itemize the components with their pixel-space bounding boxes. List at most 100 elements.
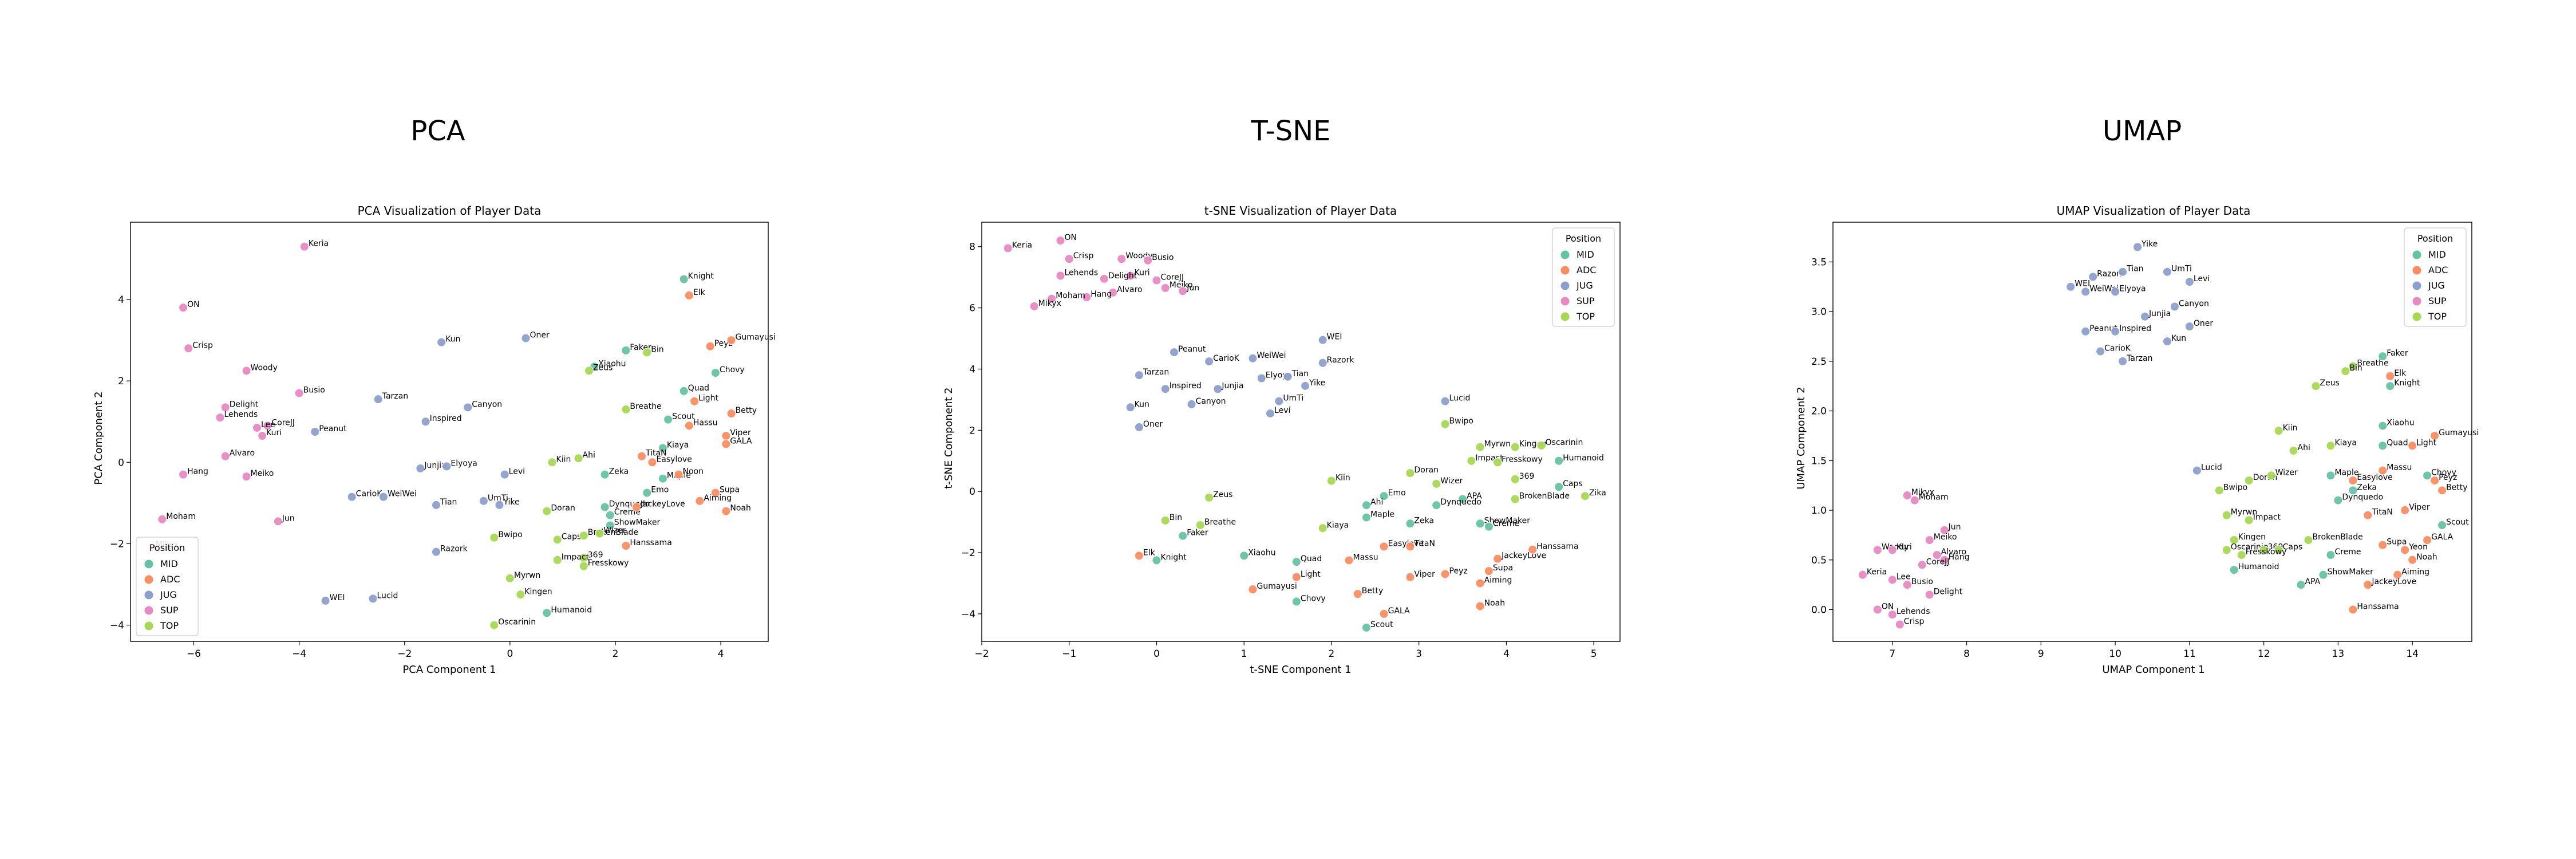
pca-point-jun [273, 517, 283, 526]
tsne-point-brokenblade [1510, 494, 1520, 504]
umap-point-jackeylove [2363, 580, 2373, 590]
umap-point-tarzan [2118, 356, 2128, 366]
pca-point-viper [721, 431, 731, 441]
pca-point-label: Elyoya [451, 459, 477, 468]
pca-point-impact [552, 555, 562, 565]
pca-point-label: Tian [440, 498, 457, 507]
umap-point-on [1872, 605, 1882, 614]
tsne-point-zika [1580, 491, 1590, 501]
umap-point-label: Myrwn [2231, 508, 2257, 517]
pca-legend: Position MID ADC JUG SUP TOP [136, 537, 199, 636]
pca-point-moham [157, 514, 167, 524]
umap-point-faker [2378, 352, 2388, 361]
tsne-point-label: Peanut [1178, 345, 1206, 354]
umap-y-tick-label: 2.0 [1811, 406, 1827, 417]
pca-point-label: Knight [688, 271, 714, 281]
pca-point-label: Betty [736, 406, 757, 415]
umap-point-wei [2066, 282, 2076, 291]
umap-x-tick-label: 9 [2038, 648, 2044, 660]
tsne-point-label: Tian [1291, 369, 1309, 379]
pca-y-tick-label: 2 [118, 376, 124, 387]
tsne-point-quad [1291, 557, 1301, 567]
pca-point-label: Junjia [424, 461, 446, 470]
umap-y-tick-label: 3.5 [1811, 257, 1827, 268]
pca-point-junjia [416, 463, 425, 473]
tsne-point-label: Lucid [1449, 394, 1471, 403]
umap-point-delight [1925, 590, 1934, 600]
tsne-point-emo [1379, 491, 1389, 501]
tsne-point-label: Faker [1187, 529, 1208, 538]
pca-scatter-plot: −6 −4 −2 0 2 4 −4 −2 0 2 4 Keria ON Crisp Woody Busio De… [110, 222, 776, 660]
tsne-point-fresskowy [1493, 458, 1503, 467]
pca-point-label: Busio [303, 385, 325, 395]
tsne-legend-entry-mid: MID [1577, 249, 1594, 260]
tsne-point-label: Ahi [1370, 498, 1383, 507]
umap-point-titan [2363, 510, 2373, 520]
umap-point-light [2408, 441, 2417, 451]
pca-point-easylove [647, 458, 657, 467]
umap-point-label: Dynquedo [2342, 493, 2383, 502]
pca-point-label: Jun [282, 514, 295, 523]
umap-panel: UMAP UMAP Visualization of Player Data U… [1795, 115, 2479, 676]
tsne-legend-marker-sup [1560, 297, 1570, 306]
pca-point-hanssama [621, 541, 631, 550]
pca-point-humanoid [542, 608, 552, 618]
umap-point-label: Mikyx [1911, 488, 1934, 497]
tsne-y-tick-label: 2 [969, 425, 975, 436]
pca-point-label: Elk [693, 288, 706, 297]
umap-point-label: Scout [2446, 518, 2469, 527]
umap-point-label: Zeka [2357, 483, 2377, 492]
umap-point-meiko [1925, 535, 1934, 545]
tsne-point-betty [1353, 589, 1362, 599]
tsne-point-junjia [1213, 384, 1223, 394]
pca-point-corejj [263, 421, 272, 431]
pca-point-hang [179, 470, 188, 479]
tsne-point-zeus [1204, 492, 1214, 502]
tsne-point-label: Inspired [1170, 381, 1202, 391]
tsne-point-wizer [1432, 479, 1441, 488]
tsne-point-apa [1458, 494, 1468, 504]
pca-point-wizer [595, 529, 605, 538]
pca-point-label: Hanssama [630, 538, 671, 547]
tsne-point-label: Kun [1135, 400, 1149, 409]
tsne-point-knight [1152, 555, 1161, 565]
umap-point-kuri [1887, 545, 1897, 555]
tsne-point-label: Zeus [1213, 490, 1232, 499]
umap-point-elk [2385, 371, 2395, 381]
tsne-section-title: T-SNE [1251, 115, 1331, 147]
umap-point-label: Tian [2126, 265, 2143, 274]
pca-panel: PCA PCA Visualization of Player Data PCA… [93, 115, 776, 676]
umap-legend-entry-sup: SUP [2428, 295, 2447, 306]
pca-point-emo [642, 488, 652, 498]
umap-point-label: Massu [2387, 463, 2412, 472]
tsne-plot-title: t-SNE Visualization of Player Data [1204, 204, 1397, 218]
pca-point-faker [621, 345, 631, 355]
pca-point-label: TitaN [645, 449, 667, 458]
tsne-point-label: Gumayusi [1257, 582, 1297, 591]
pca-legend-title: Position [149, 542, 185, 553]
pca-point-label: JackeyLove [640, 499, 685, 509]
umap-point-fresskowy [2237, 550, 2246, 560]
tsne-point-label: Hang [1091, 290, 1112, 299]
tsne-point-label: Fresskowy [1502, 455, 1543, 464]
pca-point-doran [542, 506, 552, 516]
tsne-point-maple [1362, 513, 1372, 522]
tsne-point-label: JackeyLove [1501, 551, 1546, 561]
tsne-x-tick-label: 2 [1329, 648, 1335, 660]
tsne-point-label: Jun [1186, 283, 1199, 293]
umap-point-label: Lehends [1897, 607, 1930, 616]
pca-point-label: Lehends [224, 410, 258, 419]
tsne-x-tick-label: 4 [1503, 648, 1510, 660]
pca-point-label: Zeka [609, 467, 629, 476]
tsne-point-label: Crisp [1073, 251, 1094, 261]
tsne-y-tick-label: 6 [969, 303, 975, 314]
tsne-point-label: Creme [1493, 519, 1519, 529]
tsne-point-label: Moham [1056, 291, 1085, 301]
pca-point-label: Noah [730, 504, 751, 513]
pca-point-label: Kuri [266, 428, 282, 438]
umap-point-razork [2088, 272, 2098, 282]
tsne-point-jun [1178, 286, 1188, 296]
umap-point-label: Breathe [2357, 359, 2388, 368]
pca-y-axis-label: PCA Component 2 [93, 391, 105, 484]
pca-point-label: Ahi [583, 451, 595, 460]
